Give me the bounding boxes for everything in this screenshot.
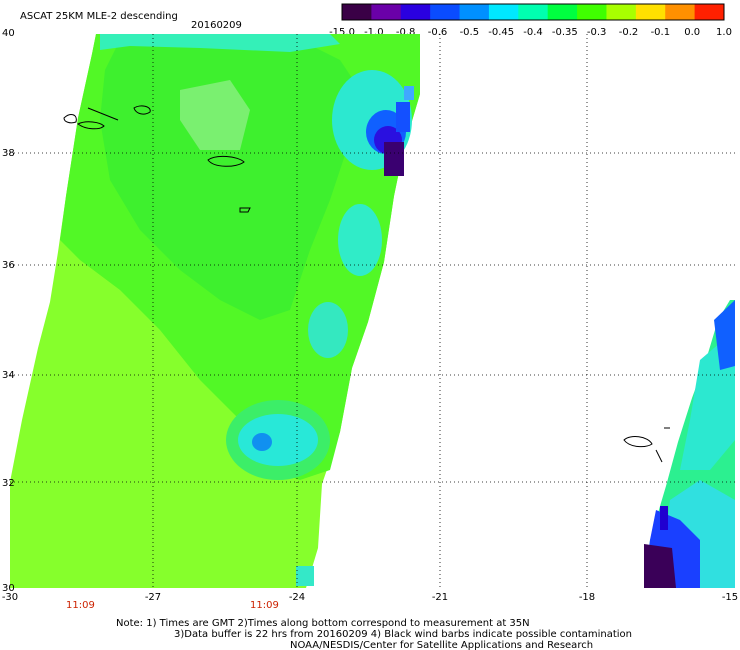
longitude-label: -27	[145, 592, 161, 603]
colorbar-swatch	[547, 4, 578, 20]
colorbar-swatch	[606, 4, 637, 20]
colorbar-swatch	[665, 4, 696, 20]
latitude-label: 40	[2, 28, 15, 39]
colorbar-label: -15.0	[329, 27, 355, 38]
latitude-label: 32	[2, 478, 15, 489]
latitude-label: 30	[2, 583, 15, 594]
note-line-3: NOAA/NESDIS/Center for Satellite Applica…	[290, 640, 593, 650]
colorbar-label: -0.1	[651, 27, 671, 38]
note-line-1: Note: 1) Times are GMT 2)Times along bot…	[116, 618, 530, 629]
colorbar-swatch	[430, 4, 461, 20]
swath-time-2: 11:09	[250, 600, 279, 611]
colorbar-swatch	[342, 4, 372, 20]
colorbar-swatch	[577, 4, 607, 20]
colorbar-swatch	[488, 4, 519, 20]
longitude-label: -30	[2, 592, 18, 603]
swath-east	[644, 300, 735, 588]
colorbar-swatch	[400, 4, 431, 20]
colorbar-swatch	[518, 4, 549, 20]
latitude-labels: 40 38 36 34 32 30	[2, 28, 15, 594]
latitude-label: 36	[2, 260, 15, 271]
longitude-label: -18	[579, 592, 595, 603]
colorbar-frame	[341, 3, 725, 21]
longitude-label: -21	[432, 592, 448, 603]
map-date: 20160209	[191, 20, 242, 31]
coastlines	[63, 105, 670, 463]
colorbar-swatch	[371, 4, 402, 20]
map-title: ASCAT 25KM MLE-2 descending	[20, 11, 178, 22]
latitude-label: 34	[2, 370, 15, 381]
longitude-label: -24	[289, 592, 305, 603]
colorbar-swatch	[694, 4, 725, 20]
graticule	[10, 34, 735, 588]
colorbar-label: -0.8	[396, 27, 416, 38]
colorbar-label: 0.0	[684, 27, 700, 38]
longitude-label: -15	[722, 592, 738, 603]
colorbar-label: -0.6	[428, 27, 448, 38]
note-line-2: 3)Data buffer is 22 hrs from 20160209 4)…	[174, 629, 632, 640]
colorbar: -15.0 -1.0 -0.8 -0.6 -0.5 -0.45 -0.4 -0.35 -0.3 -…	[329, 3, 732, 38]
colorbar-label: -1.0	[364, 27, 384, 38]
longitude-labels: -30 -27 -24 -21 -18 -15	[2, 592, 738, 603]
colorbar-swatch	[635, 4, 666, 20]
latitude-label: 38	[2, 148, 15, 159]
swath-time-1: 11:09	[66, 600, 95, 611]
colorbar-label: -0.45	[488, 27, 514, 38]
colorbar-label: -0.4	[523, 27, 543, 38]
colorbar-label: 1.0	[716, 27, 732, 38]
swath-west	[10, 34, 420, 588]
colorbar-label: -0.35	[552, 27, 578, 38]
colorbar-label: -0.5	[460, 27, 480, 38]
colorbar-swatch	[459, 4, 490, 20]
colorbar-label: -0.3	[587, 27, 607, 38]
colorbar-label: -0.2	[619, 27, 639, 38]
